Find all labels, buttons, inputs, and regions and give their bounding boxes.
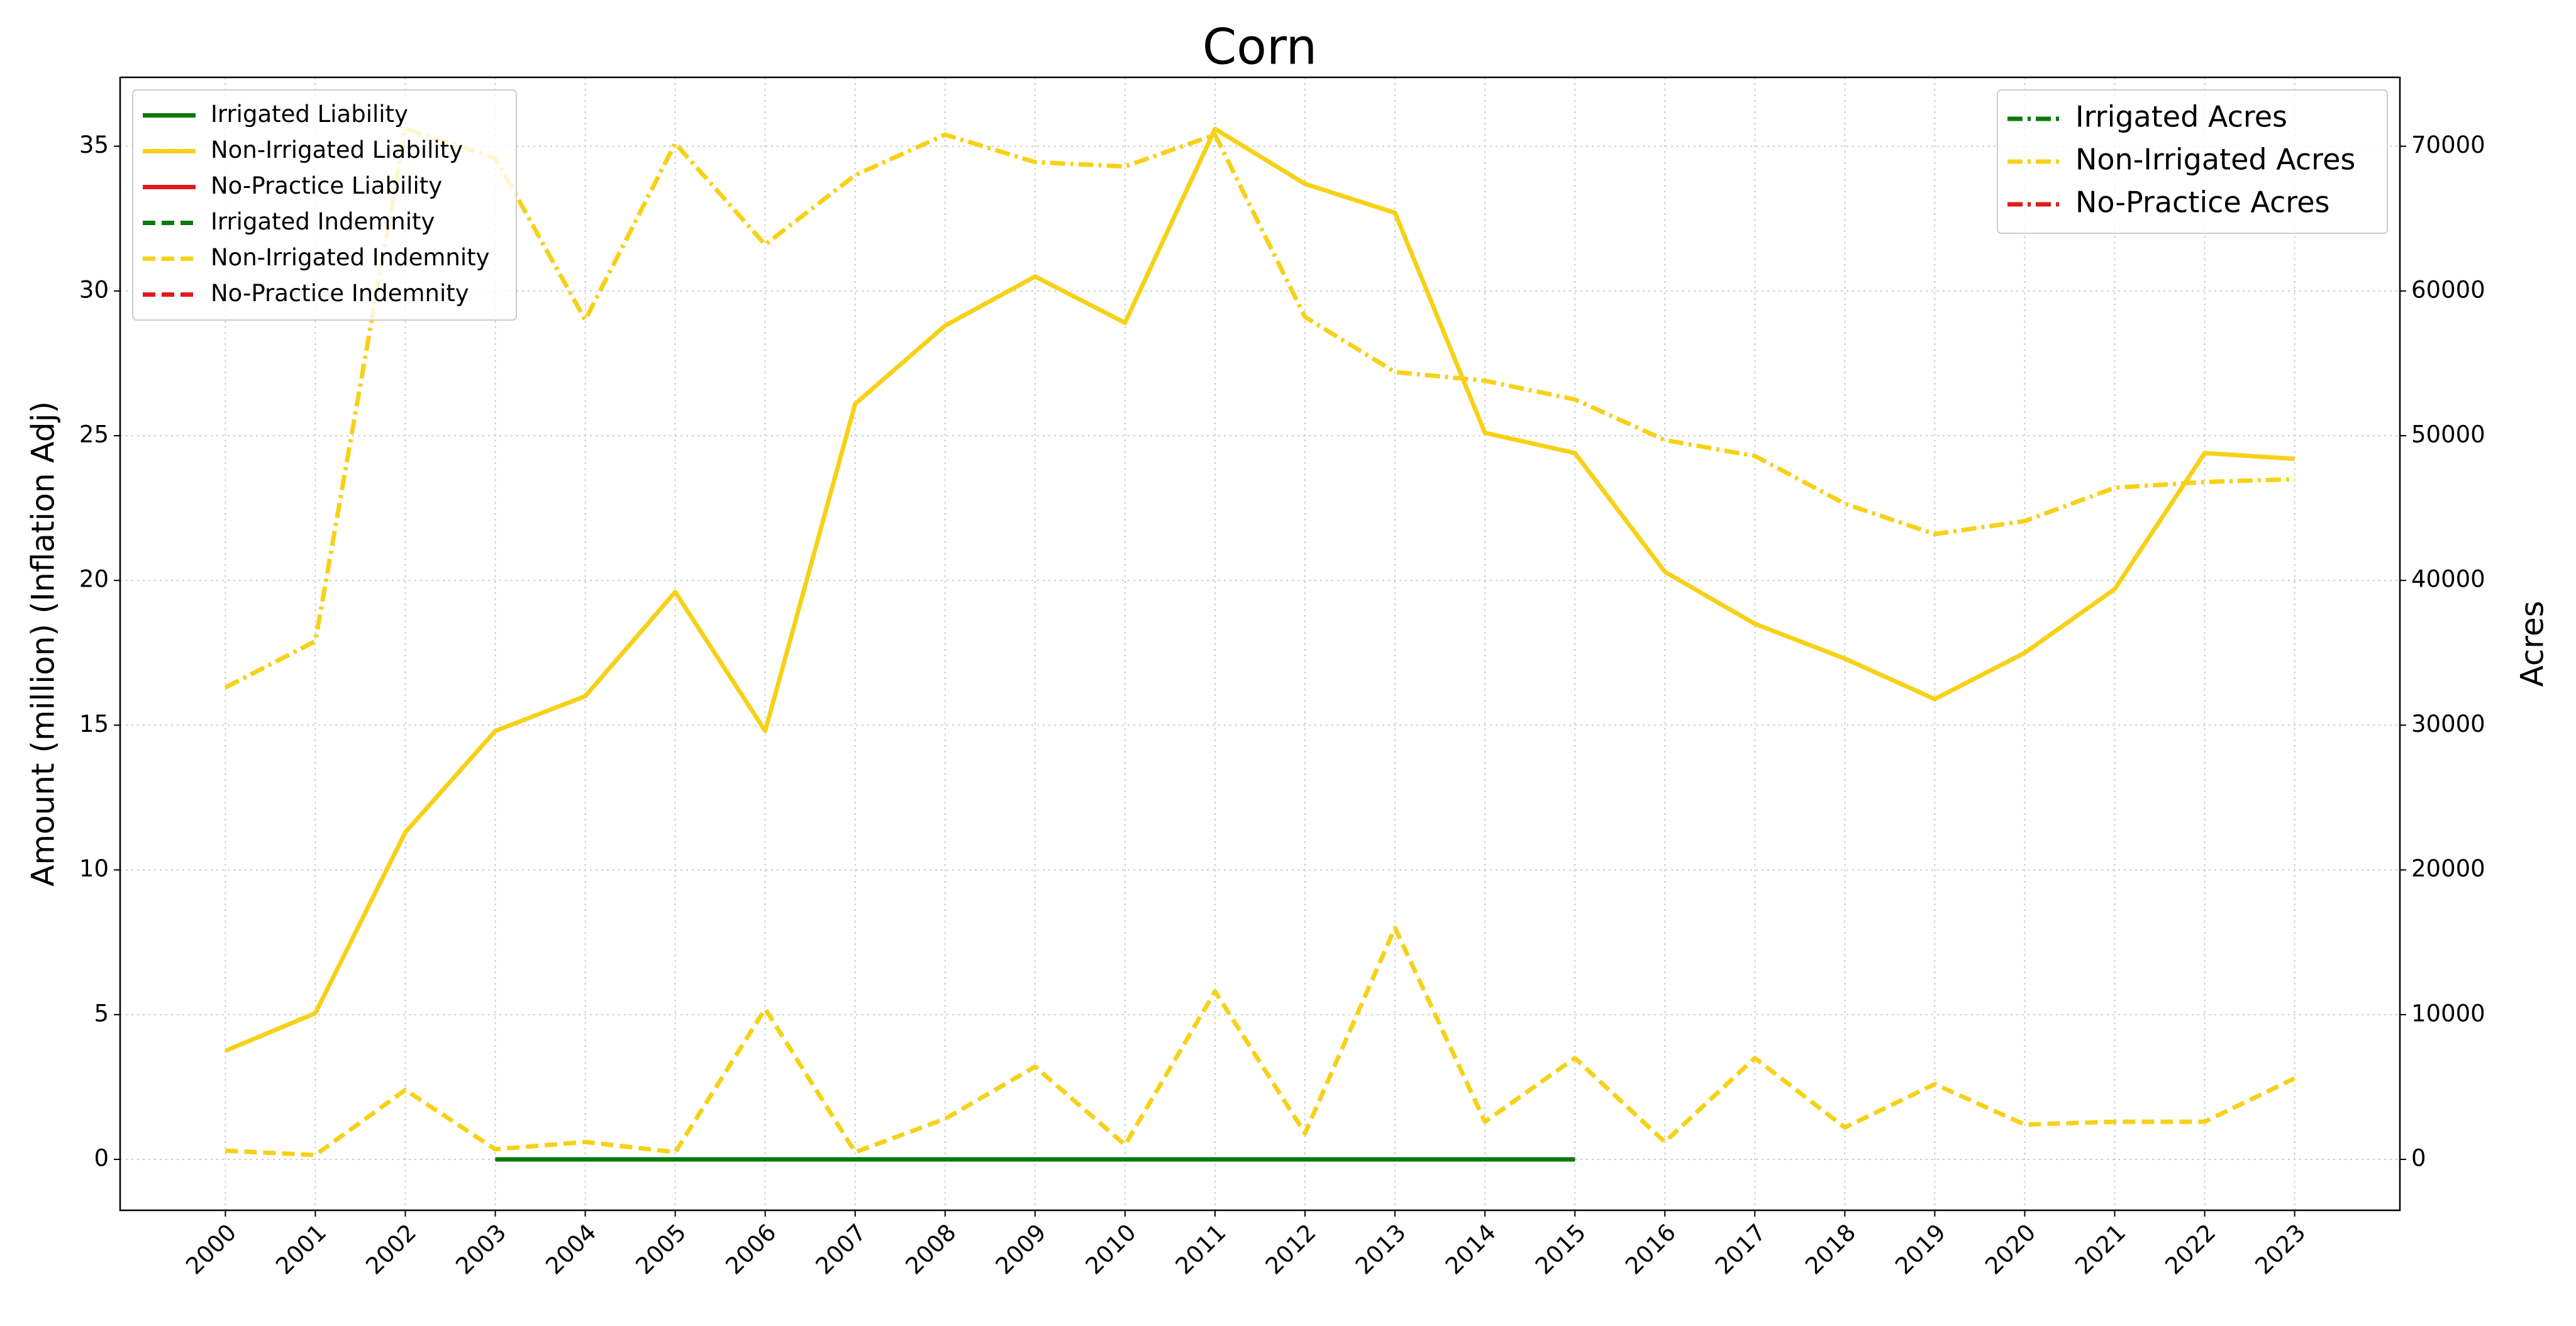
y2-tick-label: 30000 — [2411, 710, 2485, 738]
chart-title: Corn — [1202, 19, 1317, 75]
y2-tick-label: 70000 — [2411, 131, 2485, 158]
y-tick-label: 30 — [79, 276, 109, 303]
y-tick-label: 25 — [79, 421, 109, 448]
x-tick-label: 2001 — [270, 1218, 331, 1279]
legend-label: Irrigated Liability — [211, 101, 408, 128]
y-tick-label: 0 — [94, 1144, 109, 1171]
x-tick-label: 2015 — [1530, 1218, 1591, 1279]
y-axis-label: Amount (million) (Inflation Adj) — [25, 401, 62, 887]
x-tick-label: 2013 — [1350, 1218, 1411, 1279]
x-tick-label: 2009 — [991, 1218, 1052, 1279]
x-tick-label: 2000 — [180, 1218, 242, 1279]
legend-label: Non-Irrigated Indemnity — [211, 244, 490, 271]
x-tick-label: 2017 — [1710, 1218, 1771, 1279]
y-tick-label: 20 — [79, 566, 109, 593]
series-line — [225, 126, 2295, 1053]
x-tick-label: 2006 — [720, 1218, 781, 1279]
x-tick-label: 2005 — [630, 1218, 691, 1279]
x-tick-label: 2014 — [1440, 1218, 1501, 1279]
y2-axis-label: Acres — [2514, 600, 2551, 687]
x-tick-label: 2002 — [360, 1218, 421, 1279]
x-tick-label: 2023 — [2250, 1218, 2311, 1279]
x-tick-label: 2020 — [1980, 1218, 2041, 1279]
x-tick-label: 2016 — [1620, 1218, 1681, 1279]
x-tick-label: 2003 — [450, 1218, 511, 1279]
y2-tick-label: 10000 — [2411, 1000, 2485, 1027]
y-tick-label: 15 — [79, 710, 109, 738]
legend-label: No-Practice Indemnity — [211, 280, 469, 307]
legend-label: Irrigated Acres — [2075, 100, 2287, 134]
y2-tick-label: 0 — [2411, 1144, 2426, 1171]
y2-tick-label: 60000 — [2411, 276, 2485, 303]
x-tick-label: 2012 — [1260, 1218, 1321, 1279]
x-tick-label: 2004 — [540, 1218, 601, 1279]
legend-label: Non-Irrigated Liability — [211, 136, 463, 163]
y2-tick-label: 40000 — [2411, 566, 2485, 593]
legend-box — [132, 89, 517, 321]
x-tick-label: 2019 — [1890, 1218, 1951, 1279]
y-tick-label: 35 — [79, 131, 109, 158]
x-tick-label: 2011 — [1170, 1218, 1231, 1279]
y2-tick-label: 20000 — [2411, 855, 2485, 882]
x-tick-label: 2010 — [1080, 1218, 1141, 1279]
series-line — [224, 126, 2295, 690]
legend-label: Irrigated Indemnity — [211, 208, 435, 235]
y-tick-label: 5 — [94, 1000, 109, 1027]
x-tick-label: 2008 — [901, 1218, 962, 1279]
legend-label: No-Practice Liability — [211, 172, 442, 199]
y-tick-label: 10 — [79, 855, 109, 882]
legend: Irrigated Liability Non-Irrigated Liabili… — [132, 89, 517, 321]
x-tick-label: 2022 — [2160, 1218, 2221, 1279]
x-tick-label: 2018 — [1800, 1218, 1861, 1279]
plot-frame — [119, 76, 2401, 1212]
legend-label: No-Practice Acres — [2075, 185, 2329, 219]
legend-box — [1997, 89, 2388, 234]
series-line — [225, 925, 2296, 1157]
legend: Irrigated Acres Non-Irrigated Acres No-Pra… — [1997, 89, 2388, 234]
x-tick-label: 2007 — [811, 1218, 872, 1279]
legend-label: Non-Irrigated Acres — [2075, 143, 2355, 177]
x-tick-label: 2021 — [2070, 1218, 2131, 1279]
y2-tick-label: 50000 — [2411, 421, 2485, 448]
